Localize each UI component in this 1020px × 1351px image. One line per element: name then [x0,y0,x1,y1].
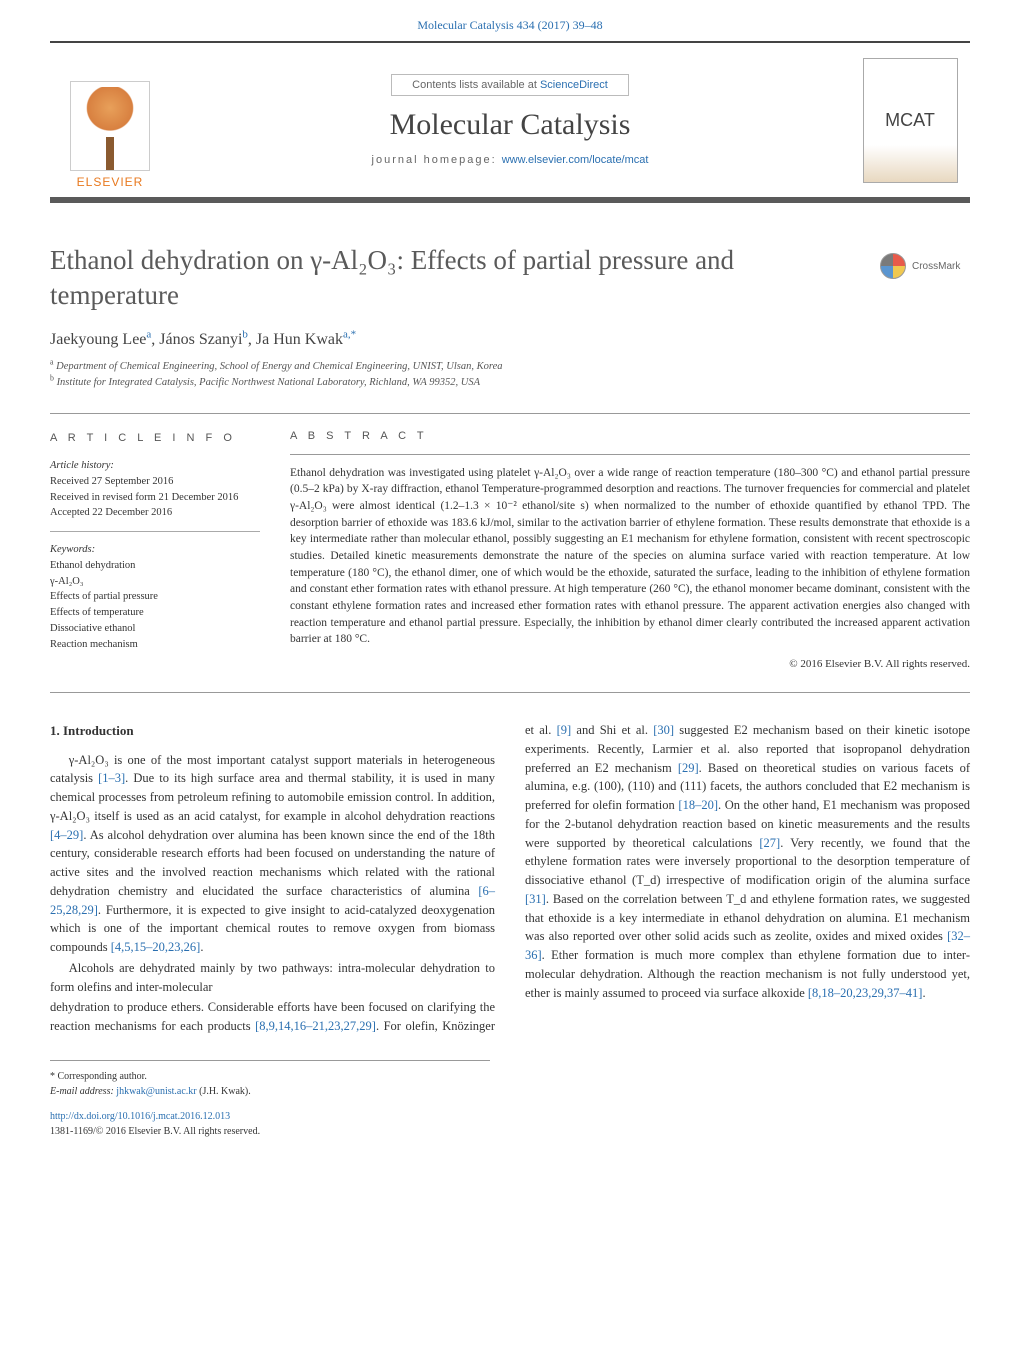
homepage-label: journal homepage: [372,154,502,166]
history-received: Received 27 September 2016 [50,474,260,490]
citation-link[interactable]: Molecular Catalysis 434 (2017) 39–48 [417,18,602,32]
body-columns: 1. Introduction γ-Al₂O₃ is one of the mo… [50,692,970,1036]
doi-link[interactable]: http://dx.doi.org/10.1016/j.mcat.2016.12… [50,1111,230,1122]
article-title: Ethanol dehydration on γ-Al₂O₃: Effects … [50,243,830,313]
ref-link[interactable]: [4–29] [50,828,83,842]
intro-heading: 1. Introduction [50,721,495,741]
article-info-col: A R T I C L E I N F O Article history: R… [50,414,260,670]
ref-link[interactable]: [31] [525,892,546,906]
author-3-aff[interactable]: a, [343,329,351,341]
keywords-hdr: Keywords: [50,542,260,558]
ref-link[interactable]: [1–3] [98,771,125,785]
ref-link[interactable]: [27] [759,836,780,850]
author-line: Jaekyoung Leea, János Szanyib, Ja Hun Kw… [50,331,970,349]
history-revised: Received in revised form 21 December 201… [50,490,260,506]
article-header: CrossMark Ethanol dehydration on γ-Al₂O₃… [50,243,970,391]
body-para-1: γ-Al₂O₃ is one of the most important cat… [50,751,495,957]
elsevier-tree-icon [70,81,150,171]
corr-mark[interactable]: * [351,329,357,341]
journal-title: Molecular Catalysis [390,108,631,142]
issn-line: 1381-1169/© 2016 Elsevier B.V. All right… [50,1124,490,1139]
author-3: Ja Hun Kwak [256,331,343,348]
ref-link[interactable]: [8,9,14,16–21,23,27,29] [255,1019,376,1033]
ref-link[interactable]: [8,18–20,23,29,37–41] [808,986,923,1000]
contents-box: Contents lists available at ScienceDirec… [391,74,629,96]
ref-link[interactable]: [9] [557,723,572,737]
keyword: Effects of partial pressure [50,589,260,605]
affil-b: b Institute for Integrated Catalysis, Pa… [50,375,970,391]
corresponding-note: * Corresponding author. [50,1069,490,1084]
keyword: Ethanol dehydration [50,558,260,574]
homepage-line: journal homepage: www.elsevier.com/locat… [372,154,649,166]
publisher-name: ELSEVIER [77,175,144,189]
affiliations: a Department of Chemical Engineering, Sc… [50,359,970,391]
contents-text: Contents lists available at [412,79,540,91]
banner-center: Contents lists available at ScienceDirec… [170,43,850,197]
history-accepted: Accepted 22 December 2016 [50,505,260,521]
keyword: Dissociative ethanol [50,621,260,637]
crossmark-badge[interactable]: CrossMark [880,253,970,279]
email-line: E-mail address: jhkwak@unist.ac.kr (J.H.… [50,1084,490,1099]
journal-cover: MCAT [863,58,958,183]
history-block: Article history: Received 27 September 2… [50,458,260,532]
sciencedirect-link[interactable]: ScienceDirect [540,79,608,91]
footer-block: * Corresponding author. E-mail address: … [50,1060,490,1139]
publisher-block: ELSEVIER [50,43,170,197]
email-link[interactable]: jhkwak@unist.ac.kr [116,1086,196,1097]
ref-link[interactable]: [30] [653,723,674,737]
author-2: János Szanyi [159,331,242,348]
keyword: γ-Al₂O₃ [50,574,260,590]
journal-banner: ELSEVIER Contents lists available at Sci… [50,43,970,203]
affil-a: a Department of Chemical Engineering, Sc… [50,359,970,375]
article-info-label: A R T I C L E I N F O [50,430,260,447]
abstract-copyright: © 2016 Elsevier B.V. All rights reserved… [290,658,970,670]
author-1: Jaekyoung Lee [50,331,146,348]
crossmark-label: CrossMark [912,261,960,272]
abstract-label: A B S T R A C T [290,430,970,442]
author-1-aff[interactable]: a [146,329,151,341]
crossmark-icon [880,253,906,279]
history-hdr: Article history: [50,458,260,474]
cover-block: MCAT [850,43,970,197]
info-abstract-row: A R T I C L E I N F O Article history: R… [50,413,970,670]
abstract-col: A B S T R A C T Ethanol dehydration was … [290,414,970,670]
keyword: Effects of temperature [50,605,260,621]
keyword: Reaction mechanism [50,637,260,653]
abstract-text: Ethanol dehydration was investigated usi… [290,465,970,648]
homepage-link[interactable]: www.elsevier.com/locate/mcat [502,154,649,166]
running-head: Molecular Catalysis 434 (2017) 39–48 [0,0,1020,41]
ref-link[interactable]: [29] [678,761,699,775]
ref-link[interactable]: [18–20] [678,798,718,812]
body-para-2: Alcohols are dehydrated mainly by two pa… [50,959,495,997]
keywords-block: Keywords: Ethanol dehydration γ-Al₂O₃ Ef… [50,542,260,652]
author-2-aff[interactable]: b [242,329,248,341]
ref-link[interactable]: [4,5,15–20,23,26] [111,940,201,954]
